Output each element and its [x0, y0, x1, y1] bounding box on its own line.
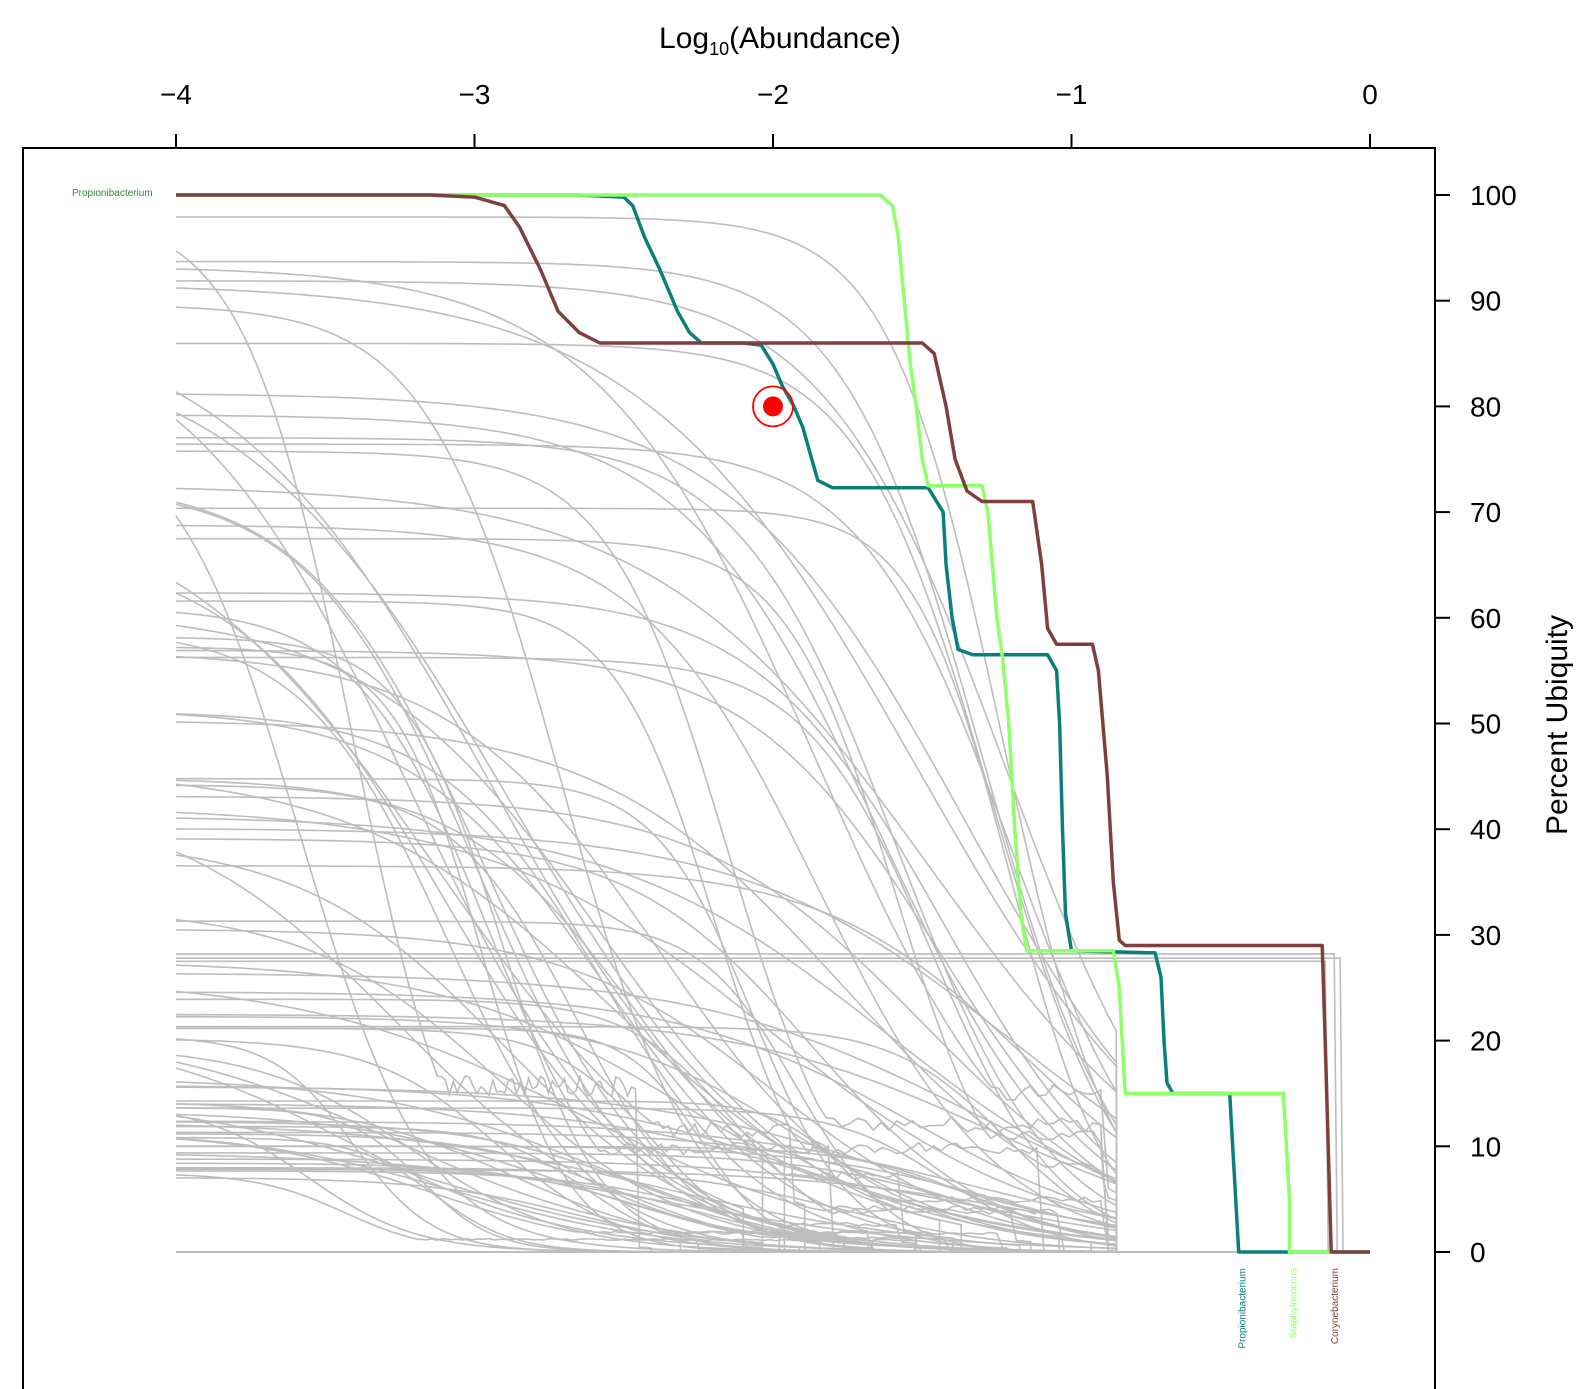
series-labels-group: Propionibacterium Propionibacterium Staphy… — [72, 188, 1341, 1349]
background-series-line — [176, 216, 1118, 1252]
background-series-line — [176, 1133, 1019, 1253]
background-series-line — [175, 1124, 954, 1252]
background-series-line — [175, 779, 917, 1252]
background-series-line — [176, 957, 1344, 1253]
background-series-line — [176, 260, 1118, 1252]
y-tick-label: 0 — [1470, 1237, 1486, 1268]
background-series-line — [175, 637, 849, 1253]
background-series-line — [175, 1054, 879, 1253]
y-axis-title: Percent Ubiquity — [1541, 615, 1574, 835]
background-series-line — [176, 1167, 1118, 1252]
background-series-line — [175, 990, 1032, 1252]
background-series-line — [175, 851, 781, 1252]
background-series-line — [176, 342, 1118, 1252]
background-series-line — [176, 920, 1118, 1253]
y-tick-label: 50 — [1470, 709, 1501, 740]
bottom-series-label: Corynebacterium — [1330, 1268, 1341, 1344]
series-line-corynebacterium — [176, 193, 1370, 1254]
y-tick-label: 70 — [1470, 497, 1501, 528]
background-series-line — [175, 811, 1118, 1252]
series-line-propionibacterium — [176, 193, 1370, 1254]
background-series-line — [176, 443, 1118, 1252]
marker-group — [752, 385, 794, 428]
y-tick-label: 40 — [1470, 814, 1501, 845]
background-series-line — [175, 1170, 1118, 1253]
background-series-line — [176, 280, 1118, 1252]
top-left-series-label: Propionibacterium — [72, 188, 153, 199]
x-tick-label: 0 — [1362, 79, 1378, 110]
bottom-series-label: Staphylococcus — [1288, 1268, 1299, 1338]
background-series-line — [175, 795, 1118, 1252]
background-series-line — [175, 306, 982, 1252]
x-tick-label: −4 — [160, 79, 192, 110]
background-series-line — [175, 287, 1118, 1252]
background-series-line — [175, 391, 764, 1252]
background-series-line — [176, 953, 1338, 1253]
background-series-line — [176, 592, 1118, 1252]
background-series-line — [175, 411, 786, 1252]
background-series-line — [175, 487, 1118, 1252]
background-series-line — [175, 1103, 856, 1252]
background-series-line — [176, 864, 1118, 1252]
background-series-line — [176, 507, 1118, 1252]
background-series-line — [175, 964, 963, 1252]
background-series-line — [175, 929, 1118, 1252]
background-series-line — [175, 268, 1118, 1252]
marker-dot — [763, 396, 783, 417]
background-series-line — [176, 1025, 1118, 1252]
background-series-line — [175, 1138, 763, 1252]
background-series-line — [175, 1015, 1118, 1252]
x-axis: −4 −3 −2 −1 0 — [160, 79, 1378, 149]
background-series-line — [176, 777, 1026, 1252]
background-series-line — [175, 918, 870, 1252]
x-tick-label: −1 — [1056, 79, 1088, 110]
background-series-group — [175, 216, 1370, 1253]
y-tick-label: 60 — [1470, 603, 1501, 634]
background-series-line — [175, 1174, 714, 1253]
background-series-line — [176, 450, 1118, 1252]
background-series-line — [176, 600, 1060, 1252]
background-series-line — [176, 828, 1118, 1252]
bottom-series-label: Propionibacterium — [1238, 1268, 1249, 1349]
y-tick-label: 80 — [1470, 391, 1501, 422]
background-series-line — [176, 646, 792, 1253]
background-series-line — [175, 624, 941, 1252]
series-line-staphylococcus — [176, 193, 1370, 1254]
background-series-line — [175, 393, 1118, 1252]
background-series-line — [176, 1107, 1118, 1252]
background-series-line — [176, 1120, 1118, 1252]
background-series-line — [175, 721, 1118, 1252]
y-tick-label: 30 — [1470, 920, 1501, 951]
background-series-line — [176, 1145, 1118, 1252]
y-axis: 0 10 20 30 40 50 60 70 80 90 100 — [1434, 180, 1517, 1268]
background-series-line — [176, 1013, 1118, 1252]
background-series-line — [176, 1131, 1118, 1252]
background-series-line — [175, 611, 846, 1252]
background-series-line — [175, 838, 1118, 1252]
background-series-line — [176, 656, 1118, 1252]
background-series-line — [176, 436, 1118, 1252]
y-tick-label: 20 — [1470, 1026, 1501, 1057]
background-series-line — [175, 713, 1021, 1252]
background-series-line — [175, 250, 653, 1252]
y-tick-label: 100 — [1470, 180, 1517, 211]
x-tick-label: −3 — [459, 79, 491, 110]
background-series-line — [176, 1167, 1118, 1253]
background-series-line — [175, 581, 806, 1252]
background-series-line — [176, 998, 1073, 1253]
background-series-line — [175, 418, 745, 1252]
background-series-line — [175, 1114, 647, 1253]
x-axis-title: Log10(Abundance) — [659, 22, 901, 59]
y-tick-label: 90 — [1470, 286, 1501, 317]
background-series-line — [175, 655, 1092, 1252]
marker-ring — [752, 385, 794, 428]
background-series-line — [176, 1103, 1118, 1252]
background-series-line — [175, 524, 1118, 1252]
background-series-line — [175, 1067, 762, 1252]
x-tick-label: −2 — [757, 79, 789, 110]
highlighted-series-group — [176, 193, 1370, 1254]
y-tick-label: 10 — [1470, 1131, 1501, 1162]
